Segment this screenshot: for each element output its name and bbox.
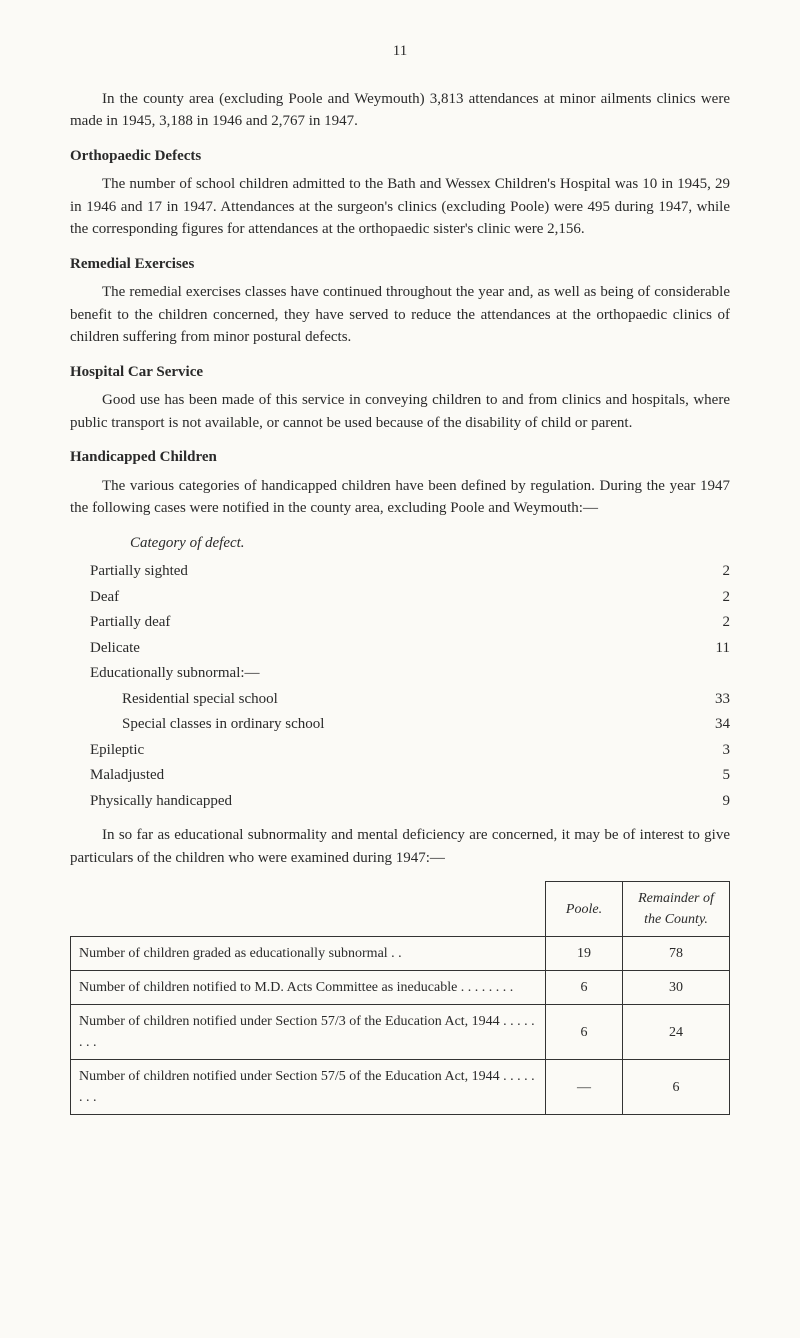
table-row: Number of children graded as educational… — [71, 937, 730, 971]
orthopaedic-heading: Orthopaedic Defects — [70, 145, 730, 168]
defect-value: 11 — [690, 637, 730, 660]
defect-label: Delicate — [90, 637, 140, 660]
handicapped-heading: Handicapped Children — [70, 446, 730, 469]
defect-label: Partially deaf — [90, 611, 170, 634]
defect-label: Epileptic — [90, 739, 144, 762]
table-poole: — — [546, 1060, 623, 1115]
table-county: 6 — [623, 1060, 730, 1115]
table-desc: Number of children notified under Sectio… — [71, 1060, 546, 1115]
defect-label: Physically handicapped — [90, 790, 232, 813]
defect-row: Deaf 2 — [90, 586, 730, 609]
remedial-paragraph: The remedial exercises classes have cont… — [70, 281, 730, 349]
remedial-heading: Remedial Exercises — [70, 253, 730, 276]
handicapped-paragraph-2: In so far as educational subnormality an… — [70, 824, 730, 869]
defect-row: Epileptic 3 — [90, 739, 730, 762]
defect-value: 5 — [690, 764, 730, 787]
defect-row: Maladjusted 5 — [90, 764, 730, 787]
defect-value: 9 — [690, 790, 730, 813]
defect-list: Partially sighted2Deaf2Partially deaf2De… — [90, 560, 730, 812]
defect-label: Maladjusted — [90, 764, 164, 787]
table-poole: 6 — [546, 1005, 623, 1060]
defect-label: Partially sighted — [90, 560, 188, 583]
table-header-poole: Poole. — [546, 882, 623, 937]
handicapped-paragraph-1: The various categories of handicapped ch… — [70, 475, 730, 520]
table-county: 24 — [623, 1005, 730, 1060]
defect-label: Residential special school — [122, 688, 278, 711]
table-desc: Number of children notified under Sectio… — [71, 1005, 546, 1060]
table-row: Number of children notified to M.D. Acts… — [71, 971, 730, 1005]
defect-value: 33 — [690, 688, 730, 711]
hospital-paragraph: Good use has been made of this service i… — [70, 389, 730, 434]
intro-paragraph: In the county area (excluding Poole and … — [70, 88, 730, 133]
defect-row: Residential special school 33 — [90, 688, 730, 711]
table-poole: 6 — [546, 971, 623, 1005]
table-header-remainder: Remainder of the County. — [623, 882, 730, 937]
orthopaedic-paragraph: The number of school children admitted t… — [70, 173, 730, 241]
table-county: 30 — [623, 971, 730, 1005]
table-row: Number of children notified under Sectio… — [71, 1005, 730, 1060]
defect-value: 2 — [690, 611, 730, 634]
defect-row: Special classes in ordinary school 34 — [90, 713, 730, 736]
page-number: 11 — [70, 40, 730, 63]
table-desc: Number of children notified to M.D. Acts… — [71, 971, 546, 1005]
defect-row: Educationally subnormal:— — [90, 662, 730, 685]
defect-value: 3 — [690, 739, 730, 762]
category-label: Category of defect. — [130, 532, 730, 555]
table-header-empty — [71, 882, 546, 937]
defect-label: Educationally subnormal:— — [90, 662, 260, 685]
defect-value: 2 — [690, 560, 730, 583]
defect-value: 34 — [690, 713, 730, 736]
statistics-table: Poole. Remainder of the County. Number o… — [70, 881, 730, 1115]
defect-row: Partially deaf 2 — [90, 611, 730, 634]
table-poole: 19 — [546, 937, 623, 971]
defect-row: Partially sighted 2 — [90, 560, 730, 583]
defect-value: 2 — [690, 586, 730, 609]
defect-label: Deaf — [90, 586, 119, 609]
hospital-heading: Hospital Car Service — [70, 361, 730, 384]
table-desc: Number of children graded as educational… — [71, 937, 546, 971]
defect-row: Delicate 11 — [90, 637, 730, 660]
table-county: 78 — [623, 937, 730, 971]
defect-row: Physically handicapped 9 — [90, 790, 730, 813]
table-row: Number of children notified under Sectio… — [71, 1060, 730, 1115]
defect-label: Special classes in ordinary school — [122, 713, 324, 736]
